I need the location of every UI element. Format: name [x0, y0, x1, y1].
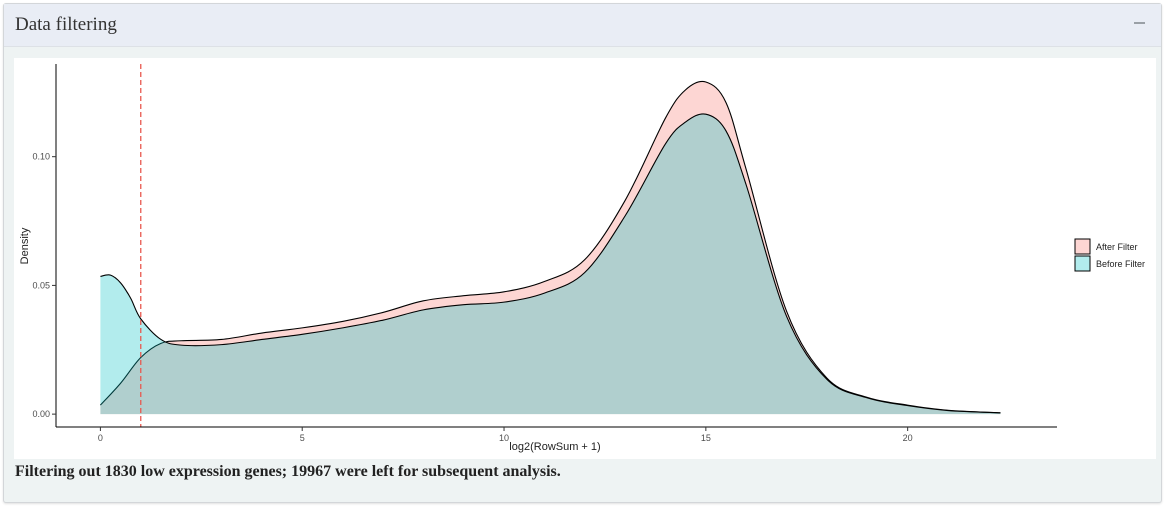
y-axis-title: Density [19, 227, 31, 264]
legend-label-before-filter: Before Filter [1096, 259, 1145, 269]
x-ticks: 0 5 10 15 20 [98, 427, 913, 443]
x-tick-label: 0 [98, 433, 103, 443]
panel-title: Data filtering [15, 14, 117, 35]
legend-swatch-after-filter [1074, 238, 1091, 255]
legend-swatch-before-filter [1074, 255, 1091, 272]
legend-key-bg-after-filter [1075, 239, 1090, 254]
panel-header: Data filtering [4, 4, 1161, 47]
density-curve-before-filter [100, 113, 1001, 414]
y-tick-label: 0.00 [32, 409, 50, 419]
x-tick-label: 15 [701, 433, 711, 443]
density-plot-area: 0 5 10 15 20 0.00 0.05 0.10 log2(RowSum + 1) D… [14, 58, 1156, 459]
y-tick-label: 0.05 [32, 280, 50, 290]
density-area-before-filter [100, 113, 1001, 415]
x-tick-label: 20 [903, 433, 913, 443]
y-tick-label: 0.10 [32, 152, 50, 162]
legend-key-bg-before-filter [1075, 256, 1090, 271]
density-chart: 0 5 10 15 20 0.00 0.05 0.10 log2(RowSum + 1) D… [19, 64, 1145, 453]
x-tick-label: 5 [300, 433, 305, 443]
minus-icon[interactable] [1133, 12, 1147, 30]
x-tick-label: 10 [499, 433, 509, 443]
density-curve-after-filter [99, 80, 1001, 414]
y-ticks: 0.00 0.05 0.10 [32, 152, 56, 419]
series-layer [99, 80, 1001, 415]
data-filtering-panel: Data filtering 0 5 10 15 20 0.00 0.05 0.10 log… [3, 3, 1162, 503]
x-axis-title: log2(RowSum + 1) [509, 441, 600, 453]
legend-label-after-filter: After Filter [1096, 242, 1138, 252]
legend: After Filter Before Filter [1074, 238, 1145, 272]
filter-summary-text: Filtering out 1830 low expression genes;… [15, 463, 561, 480]
